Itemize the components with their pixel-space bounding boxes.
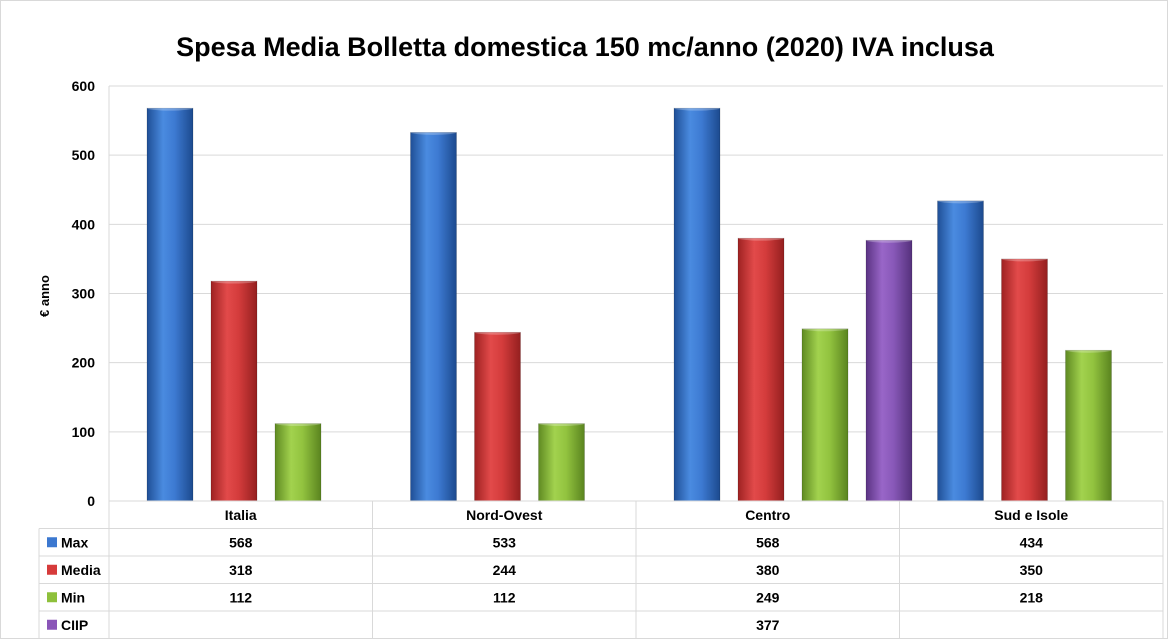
bar-cap <box>211 278 257 284</box>
bar-max-nord-ovest <box>410 132 457 502</box>
legend-label-media: Media <box>61 562 101 578</box>
data-label: 568 <box>756 534 780 550</box>
data-label: 112 <box>493 589 516 605</box>
x-tick-label: Italia <box>225 507 257 523</box>
x-tick-label: Nord-Ovest <box>466 507 543 523</box>
data-label: 568 <box>229 534 253 550</box>
bar-cap <box>275 421 321 427</box>
legend-label-max: Max <box>61 534 88 550</box>
bar-cap <box>674 105 720 111</box>
bar-cap <box>410 129 457 135</box>
bar-cap <box>474 329 521 335</box>
y-tick-label: 300 <box>72 286 96 302</box>
legend-swatch-media <box>47 564 57 575</box>
bar-media-centro <box>737 237 785 502</box>
bar-cap <box>538 421 585 427</box>
bar-max-sud-e-isole <box>937 200 984 502</box>
legend-label-min: Min <box>61 589 85 605</box>
data-label: 377 <box>756 617 780 633</box>
y-axis-label: € anno <box>37 275 52 317</box>
bar-cap <box>1001 256 1048 262</box>
bar-media-nord-ovest <box>474 331 521 502</box>
data-label: 533 <box>493 534 517 550</box>
bar-cap <box>1065 347 1112 353</box>
bar-cap <box>937 198 984 204</box>
y-tick-labels: 0 100 200 300 400 500 600 <box>72 78 96 509</box>
legend-swatch-min <box>47 592 57 603</box>
bar-media-sud-e-isole <box>1001 258 1048 502</box>
x-tick-label: Centro <box>745 507 790 523</box>
bar-cap <box>147 105 193 111</box>
legend-swatch-max <box>47 537 57 548</box>
chart-title: Spesa Media Bolletta domestica 150 mc/an… <box>176 32 995 62</box>
bar-ciip-centro <box>865 239 913 502</box>
y-tick-label: 100 <box>72 424 96 440</box>
bar-cap <box>866 237 912 243</box>
bar-min-centro <box>801 328 849 502</box>
legend-label-ciip: CIIP <box>61 617 88 633</box>
data-label: 249 <box>756 589 780 605</box>
bars <box>146 105 1112 502</box>
data-label: 380 <box>756 562 780 578</box>
bar-cap <box>738 235 784 241</box>
legend-swatch-ciip <box>47 619 57 630</box>
bar-max-centro <box>673 107 721 502</box>
y-tick-label: 500 <box>72 147 96 163</box>
bar-min-nord-ovest <box>538 423 585 502</box>
data-label: 218 <box>1020 589 1044 605</box>
data-label: 244 <box>493 562 517 578</box>
x-tick-label: Sud e Isole <box>994 507 1068 523</box>
y-tick-label: 600 <box>72 78 96 94</box>
data-label: 434 <box>1020 534 1044 550</box>
bar-min-sud-e-isole <box>1065 349 1112 502</box>
bar-media-italia <box>210 280 258 502</box>
data-label: 318 <box>229 562 253 578</box>
y-tick-label: 200 <box>72 355 96 371</box>
data-table: Italia Nord-Ovest Centro Sud e Isole Max 568 5… <box>38 500 1164 639</box>
y-tick-label: 0 <box>87 493 95 509</box>
data-label: 350 <box>1020 562 1044 578</box>
data-label: 112 <box>229 589 252 605</box>
bar-min-italia <box>274 423 322 502</box>
bar-cap <box>802 326 848 332</box>
bar-max-italia <box>146 107 194 502</box>
y-tick-label: 400 <box>72 216 96 232</box>
